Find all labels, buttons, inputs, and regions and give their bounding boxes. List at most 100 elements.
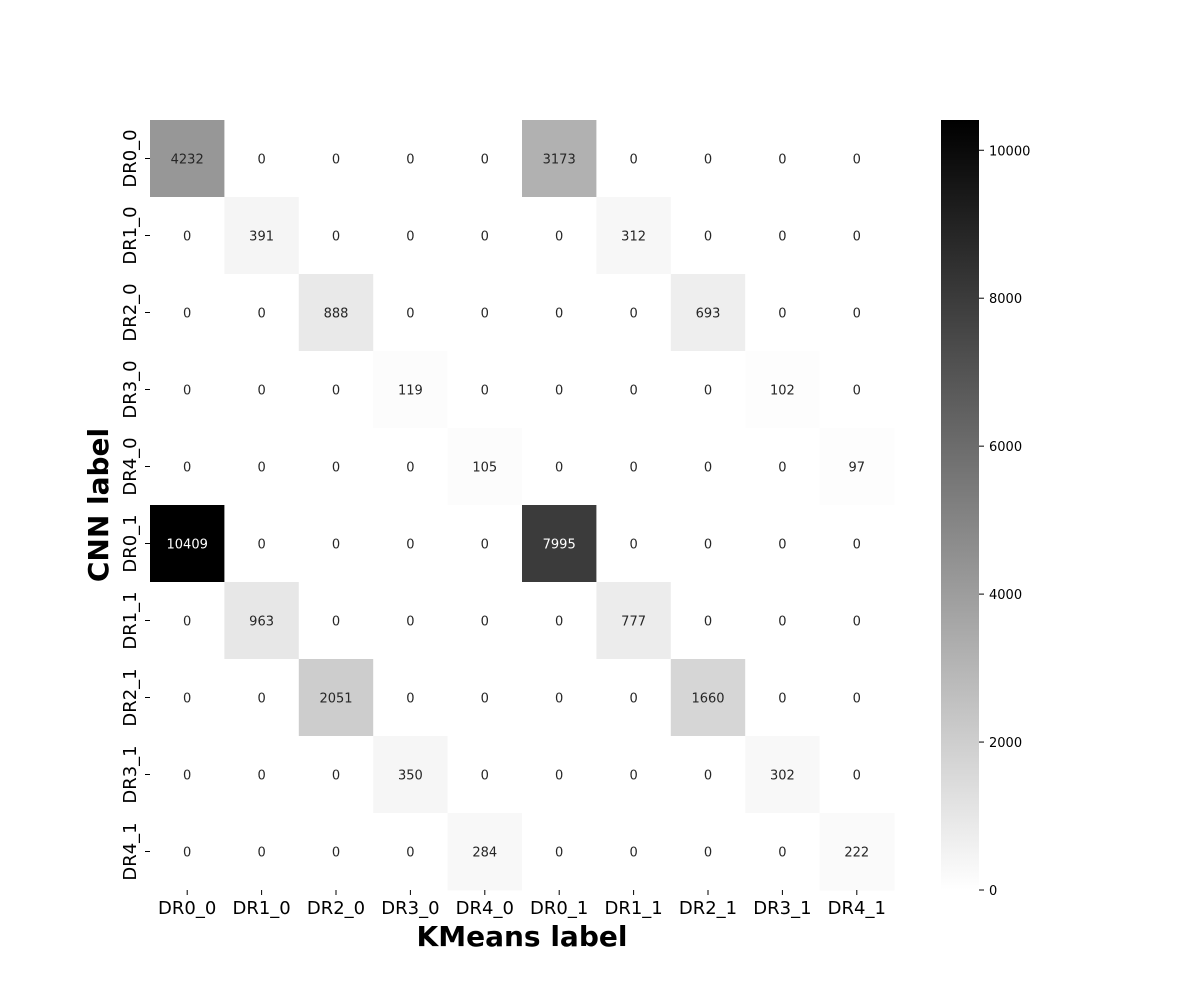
heatmap-cell — [447, 813, 523, 891]
cell-value-label: 0 — [183, 384, 191, 399]
heatmap-cell — [596, 197, 672, 275]
cell-value-label: 0 — [778, 846, 786, 861]
cell-value-label: 0 — [853, 769, 861, 784]
cell-value-label: 1660 — [691, 692, 724, 707]
cell-value-label: 0 — [406, 692, 414, 707]
heatmap-cell — [298, 582, 374, 660]
heatmap-cell — [298, 505, 374, 583]
heatmap-cell — [298, 120, 374, 198]
heatmap-cell — [670, 120, 746, 198]
cell-value-label: 0 — [629, 384, 637, 399]
heatmap-cell — [745, 274, 821, 352]
cell-value-label: 0 — [555, 461, 563, 476]
cell-value-label: 0 — [481, 538, 489, 553]
cell-value-label: 0 — [332, 461, 340, 476]
heatmap-cell — [745, 428, 821, 506]
cell-value-label: 0 — [555, 615, 563, 630]
cell-value-label: 0 — [183, 307, 191, 322]
heatmap-cell — [373, 736, 449, 814]
cell-value-label: 0 — [481, 692, 489, 707]
cell-value-label: 0 — [853, 153, 861, 168]
heatmap-cell — [522, 197, 597, 275]
cell-value-label: 0 — [481, 615, 489, 630]
heatmap-cell — [819, 428, 895, 506]
heatmap-cell — [447, 736, 523, 814]
heatmap-cell — [298, 197, 374, 275]
heatmap-cell — [373, 582, 449, 660]
heatmap-cell — [819, 813, 895, 891]
cell-value-label: 0 — [629, 307, 637, 322]
cell-value-label: 0 — [183, 769, 191, 784]
colorbar: 0 2000 4000 6000 8000 10000 — [941, 120, 1030, 899]
cell-value-label: 0 — [629, 538, 637, 553]
colorbar-tick-label: 2000 — [989, 736, 1022, 751]
cell-value-label: 119 — [398, 384, 423, 399]
heatmap-cell — [745, 582, 821, 660]
heatmap-cell — [670, 736, 746, 814]
heatmap-cell — [447, 505, 523, 583]
heatmap-cell — [819, 582, 895, 660]
cell-value-label: 0 — [704, 769, 712, 784]
cell-value-label: 0 — [481, 307, 489, 322]
heatmap-cell — [819, 736, 895, 814]
cell-value-label: 0 — [332, 384, 340, 399]
heatmap-cell — [298, 736, 374, 814]
heatmap-cell — [150, 274, 225, 352]
x-axis-ticks: DR0_0 DR1_0 DR2_0 DR3_0 DR4_0 DR0_1 DR1_1 DR2_1… — [158, 890, 886, 919]
y-tick-label: DR0_0 — [120, 129, 141, 187]
heatmap-cell — [522, 274, 597, 352]
cell-value-label: 0 — [853, 615, 861, 630]
heatmap-cell — [224, 351, 300, 429]
heatmap-cell — [224, 736, 300, 814]
cell-value-label: 4232 — [171, 153, 204, 168]
cell-value-label: 0 — [406, 230, 414, 245]
heatmap-cell — [819, 659, 895, 737]
cell-value-label: 0 — [778, 153, 786, 168]
heatmap-cell — [373, 659, 449, 737]
cell-value-label: 0 — [406, 153, 414, 168]
heatmap-cell — [373, 813, 449, 891]
heatmap-cell — [224, 274, 300, 352]
cell-value-label: 3173 — [543, 153, 576, 168]
heatmap-cell — [819, 120, 895, 198]
y-tick-label: DR1_1 — [120, 591, 141, 649]
cell-value-label: 0 — [778, 230, 786, 245]
cell-value-label: 302 — [770, 769, 795, 784]
heatmap-cell — [224, 813, 300, 891]
heatmap-cell — [373, 351, 449, 429]
y-tick-label: DR4_1 — [120, 822, 141, 880]
cell-value-label: 0 — [183, 615, 191, 630]
heatmap-cell — [224, 428, 300, 506]
heatmap-cell — [224, 582, 300, 660]
heatmap-cell — [670, 582, 746, 660]
y-tick-label: DR1_0 — [120, 206, 141, 264]
cell-value-label: 0 — [704, 461, 712, 476]
cell-value-label: 391 — [249, 230, 274, 245]
colorbar-tick-label: 6000 — [989, 440, 1022, 455]
heatmap-cell — [745, 659, 821, 737]
heatmap-cells: 4232 0 0 0 0 3173 0 0 0 0 0 391 0 0 0 0 312 0 0 0 0 0 888 0 0 0 0 6… — [150, 120, 895, 891]
heatmap-cell — [373, 428, 449, 506]
heatmap-cell — [447, 659, 523, 737]
cell-value-label: 0 — [406, 846, 414, 861]
heatmap-cell — [522, 428, 597, 506]
heatmap-cell — [596, 736, 672, 814]
heatmap-cell — [447, 197, 523, 275]
colorbar-tick-label: 8000 — [989, 292, 1022, 307]
cell-value-label: 0 — [778, 461, 786, 476]
heatmap-cell — [819, 351, 895, 429]
cell-value-label: 105 — [472, 461, 497, 476]
colorbar-tick-label: 10000 — [989, 144, 1030, 159]
cell-value-label: 0 — [778, 692, 786, 707]
heatmap-cell — [819, 274, 895, 352]
x-tick-label: DR0_1 — [530, 898, 588, 919]
cell-value-label: 0 — [555, 769, 563, 784]
cell-value-label: 0 — [555, 846, 563, 861]
heatmap-cell — [596, 351, 672, 429]
heatmap-cell — [373, 505, 449, 583]
heatmap-cell — [670, 813, 746, 891]
heatmap-cell — [670, 274, 746, 352]
cell-value-label: 312 — [621, 230, 646, 245]
heatmap-cell — [298, 659, 374, 737]
cell-value-label: 0 — [555, 692, 563, 707]
